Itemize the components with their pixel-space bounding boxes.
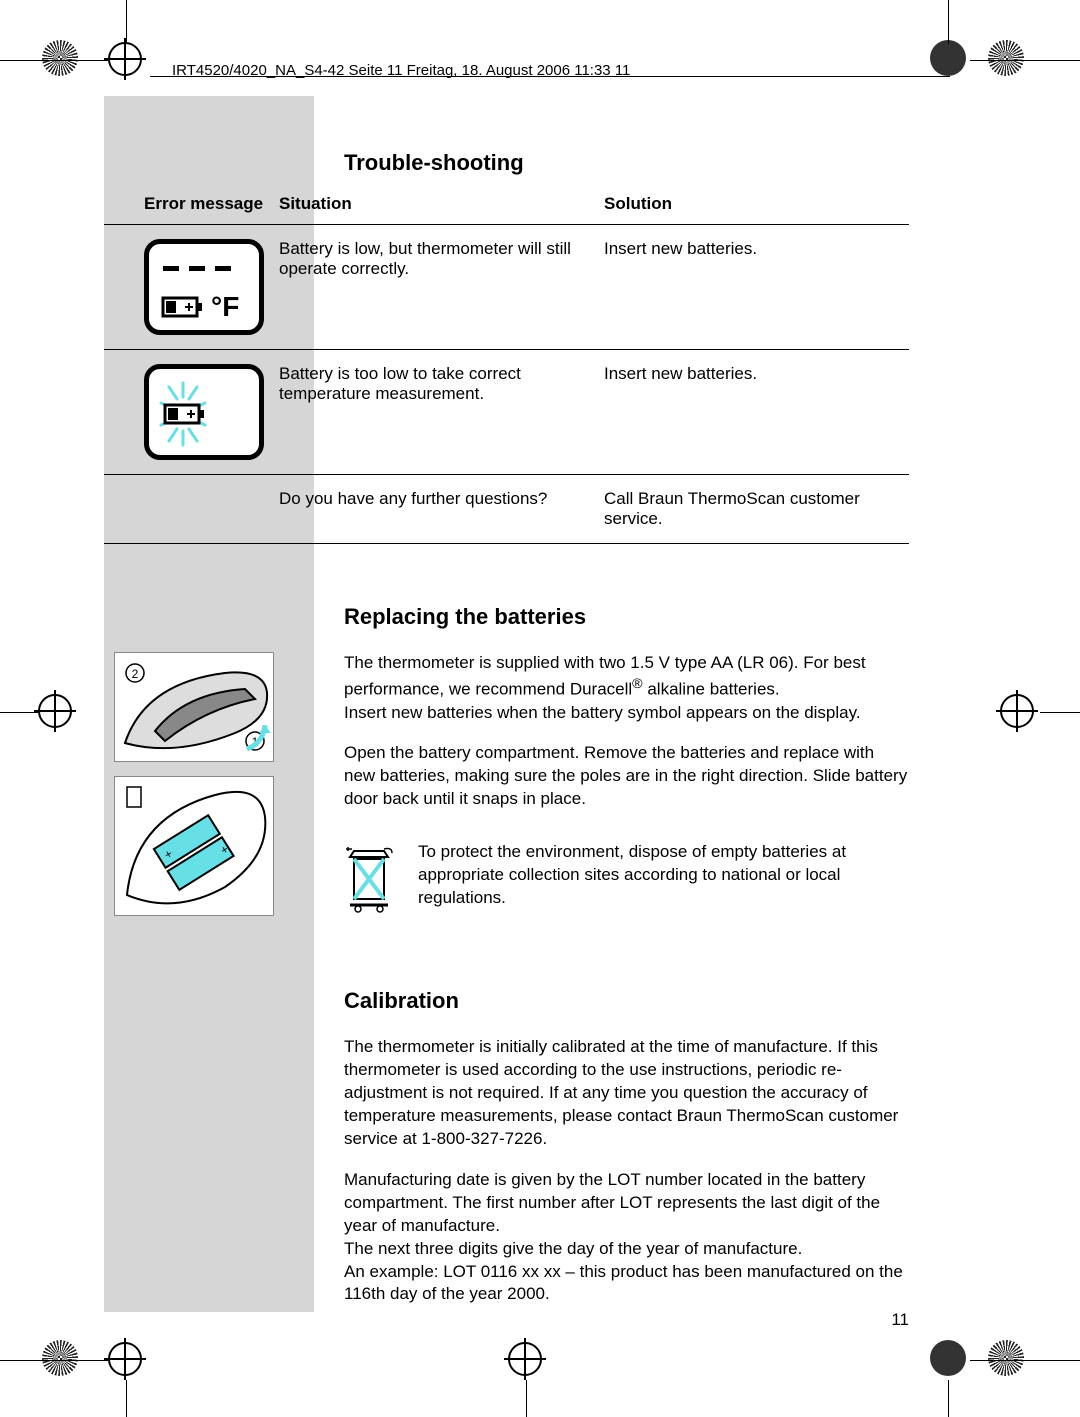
cell-situation: Do you have any further questions? bbox=[279, 475, 604, 544]
svg-text:2: 2 bbox=[132, 667, 139, 681]
reg-mark-br-solid bbox=[930, 1340, 966, 1376]
no-trash-icon bbox=[344, 841, 400, 918]
table-row: Battery is too low to take correct tempe… bbox=[104, 350, 909, 475]
cell-solution: Insert new batteries. bbox=[604, 225, 909, 350]
svg-text:°F: °F bbox=[211, 291, 239, 322]
calibration-p1: The thermometer is initially calibrated … bbox=[344, 1036, 909, 1151]
cell-solution: Call Braun ThermoScan customer service. bbox=[604, 475, 909, 544]
crop-line bbox=[1040, 712, 1080, 713]
illus-open-compartment-icon: 2 1 bbox=[114, 652, 274, 762]
troubleshooting-table: Error message Situation Solution bbox=[104, 194, 909, 544]
calibration-p3: The next three digits give the day of th… bbox=[344, 1238, 909, 1261]
reg-mark-tl-cross bbox=[108, 42, 142, 76]
reg-mark-bc-cross bbox=[508, 1342, 542, 1376]
reg-mark-tr-hatch bbox=[988, 40, 1024, 76]
reg-mark-ml-cross bbox=[38, 694, 72, 728]
crop-line bbox=[970, 60, 1080, 61]
reg-mark-mr-cross bbox=[1000, 694, 1034, 728]
batteries-p2: Open the battery compartment. Remove the… bbox=[344, 742, 909, 811]
crop-line bbox=[126, 1380, 127, 1417]
crop-line bbox=[948, 1380, 949, 1417]
registered-mark: ® bbox=[632, 676, 642, 692]
heading-calibration: Calibration bbox=[344, 988, 909, 1014]
th-solution: Solution bbox=[604, 194, 909, 225]
crop-line bbox=[948, 0, 949, 44]
page-content: Trouble-shooting Error message Situation… bbox=[104, 150, 909, 1324]
crop-line bbox=[0, 60, 108, 61]
table-row: Do you have any further questions? Call … bbox=[104, 475, 909, 544]
cell-situation: Battery is low, but thermometer will sti… bbox=[279, 225, 604, 350]
section-calibration: Calibration The thermometer is initially… bbox=[104, 988, 909, 1306]
display-low-battery-icon: °F bbox=[144, 239, 264, 335]
display-battery-dead-icon bbox=[144, 364, 264, 460]
reg-mark-bl-cross bbox=[108, 1342, 142, 1376]
crop-line bbox=[0, 712, 38, 713]
text: Insert new batteries when the battery sy… bbox=[344, 703, 861, 722]
text: The thermometer is supplied with two 1.5… bbox=[344, 653, 866, 699]
cell-solution: Insert new batteries. bbox=[604, 350, 909, 475]
crop-line bbox=[526, 1380, 527, 1417]
calibration-p4: An example: LOT 0116 xx xx – this produc… bbox=[344, 1261, 909, 1307]
crop-line bbox=[126, 0, 127, 44]
th-situation: Situation bbox=[279, 194, 604, 225]
th-error: Error message bbox=[104, 194, 279, 225]
cell-situation: Battery is too low to take correct tempe… bbox=[279, 350, 604, 475]
reg-mark-br-hatch bbox=[988, 1340, 1024, 1376]
crop-line bbox=[0, 1360, 108, 1361]
batteries-p1: The thermometer is supplied with two 1.5… bbox=[344, 652, 909, 724]
section-batteries: Replacing the batteries 2 1 + + bbox=[104, 604, 909, 928]
text: alkaline batteries. bbox=[643, 680, 780, 699]
calibration-p2: Manufacturing date is given by the LOT n… bbox=[344, 1169, 909, 1238]
reg-mark-tr-solid bbox=[930, 40, 966, 76]
crop-line bbox=[970, 1360, 1080, 1361]
table-row: °F Battery is low, but thermometer will … bbox=[104, 225, 909, 350]
page-header-meta: IRT4520/4020_NA_S4-42 Seite 11 Freitag, … bbox=[172, 62, 630, 79]
batteries-env: To protect the environment, dispose of e… bbox=[418, 841, 909, 910]
heading-batteries: Replacing the batteries bbox=[344, 604, 909, 630]
page-number: 11 bbox=[891, 1310, 909, 1330]
reg-mark-tl-hatch bbox=[42, 40, 78, 76]
reg-mark-bl-hatch bbox=[42, 1340, 78, 1376]
heading-troubleshooting: Trouble-shooting bbox=[344, 150, 909, 176]
illus-insert-batteries-icon: + + bbox=[114, 776, 274, 916]
